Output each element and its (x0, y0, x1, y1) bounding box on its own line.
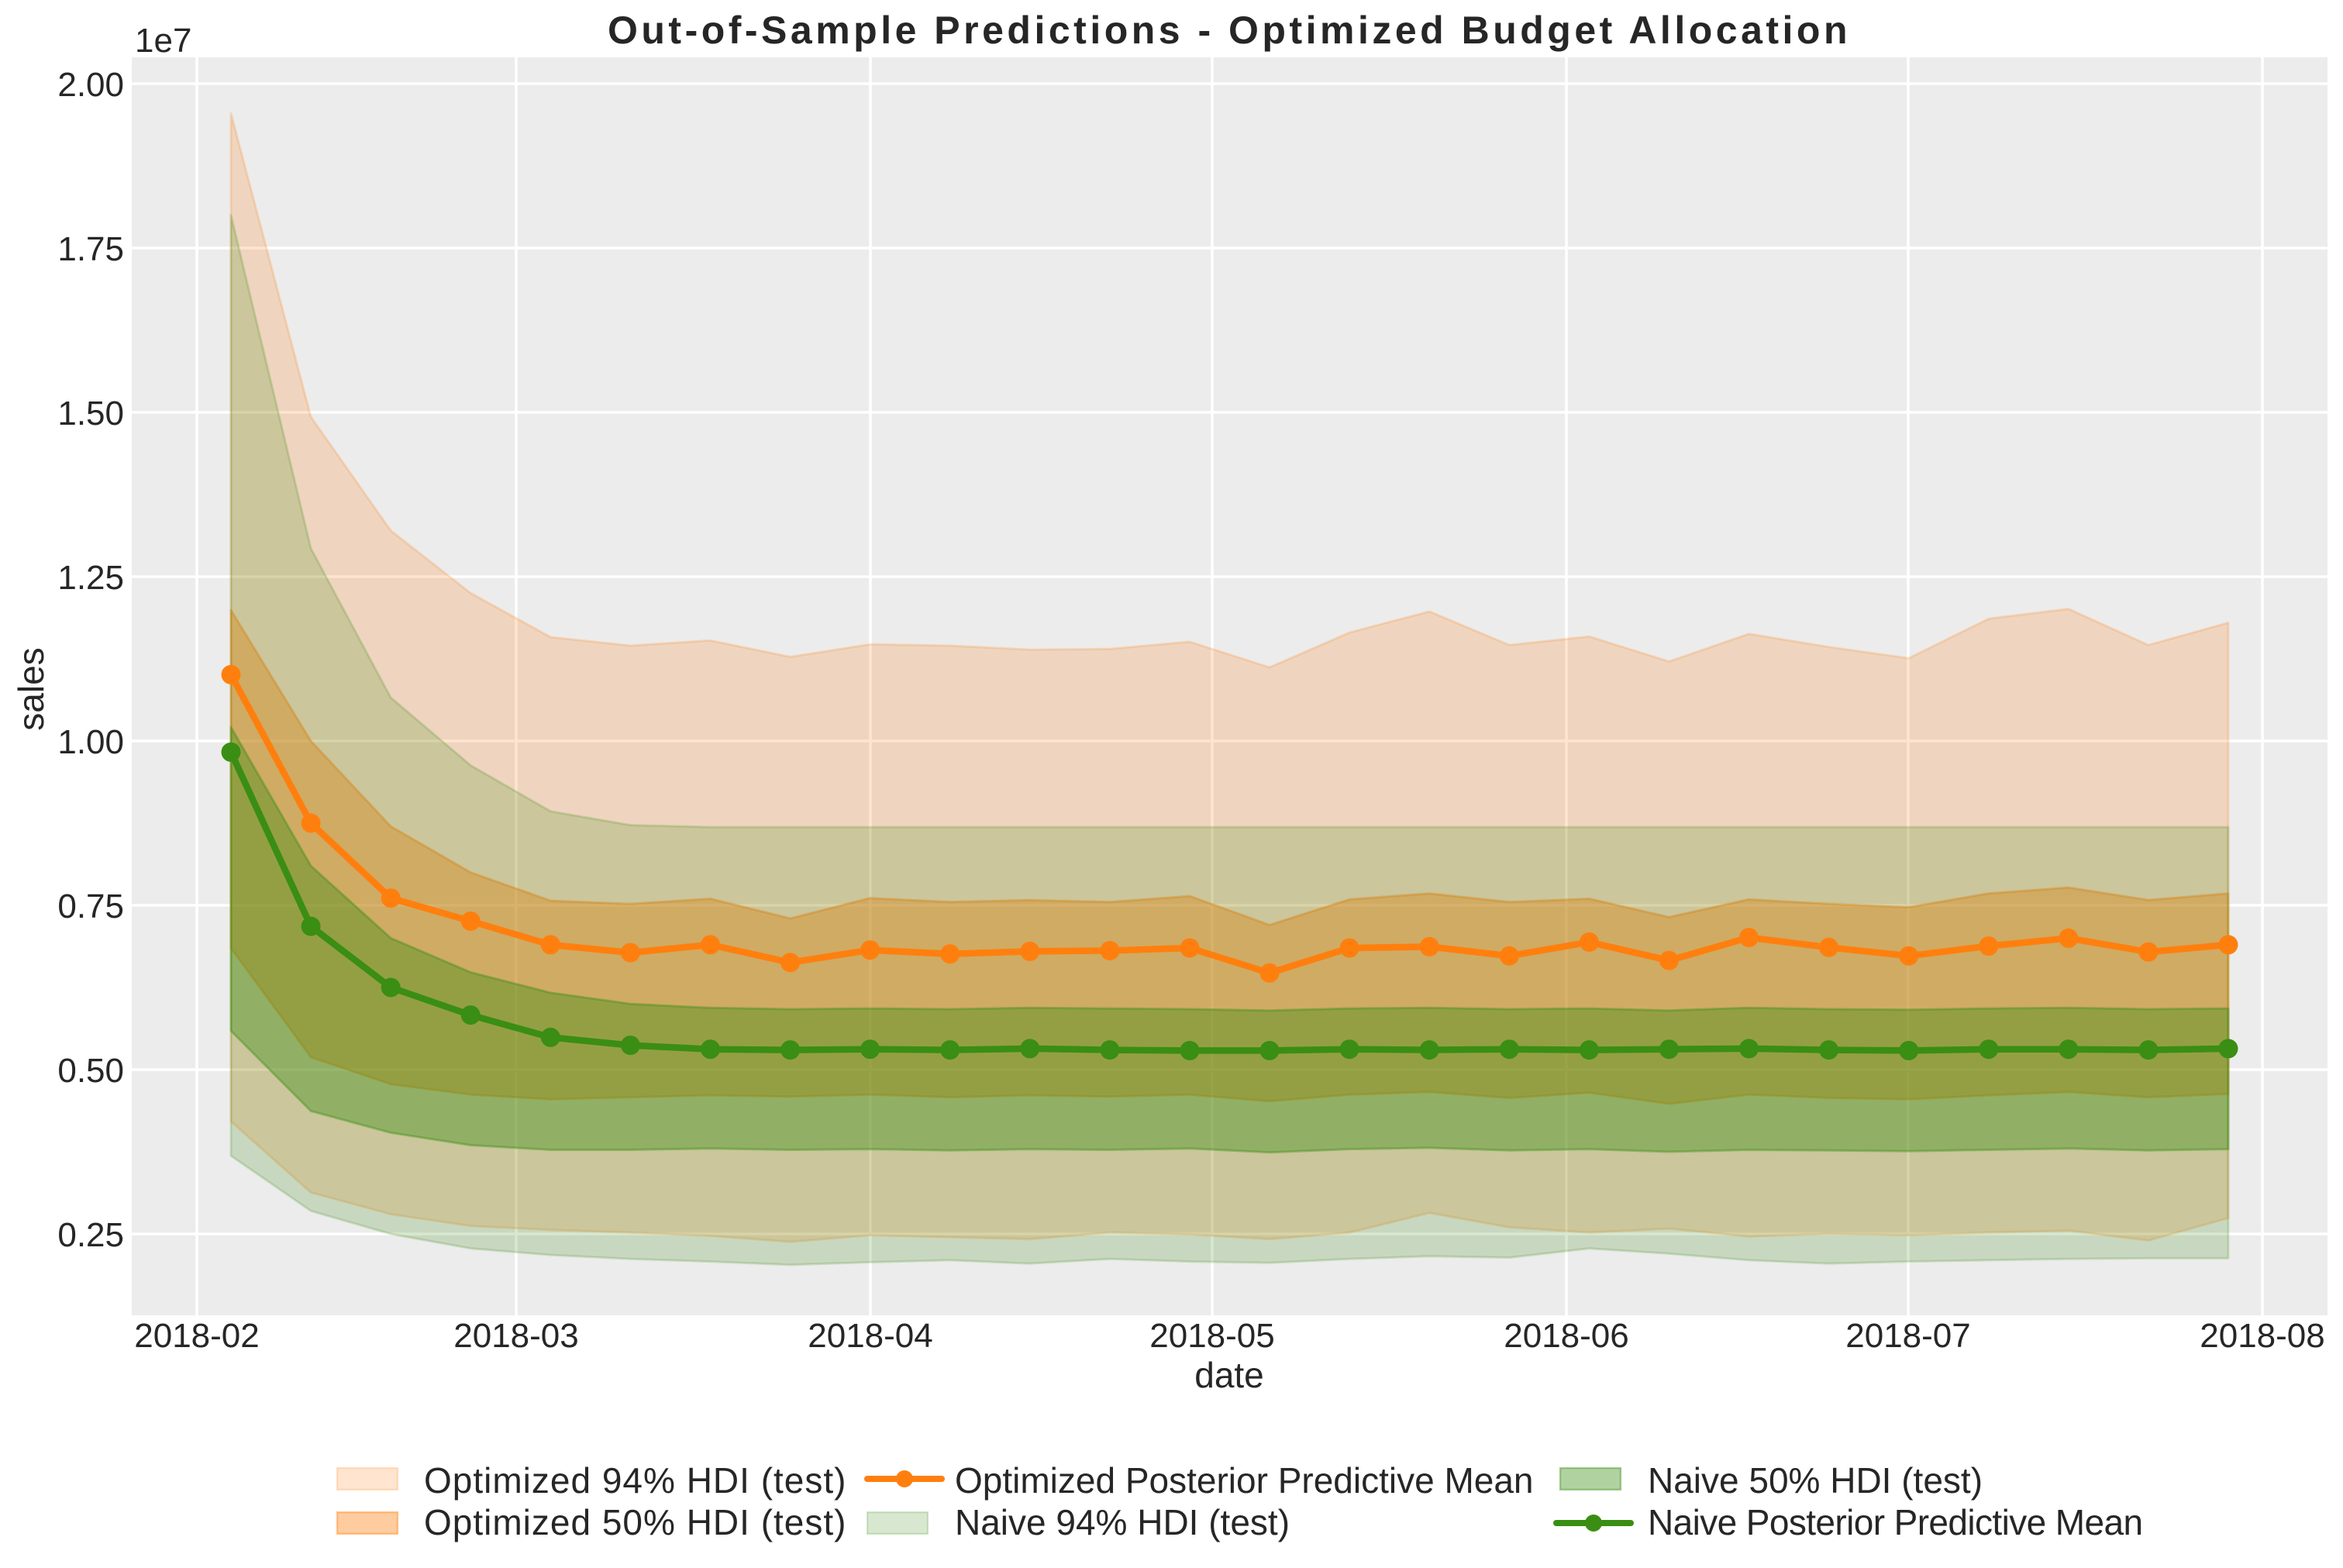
svg-text:0.50: 0.50 (57, 1052, 124, 1090)
svg-text:1.00: 1.00 (57, 723, 124, 761)
svg-text:1e7: 1e7 (135, 22, 191, 60)
svg-text:Naive Posterior Predictive Mea: Naive Posterior Predictive Mean (1648, 1502, 2142, 1542)
svg-text:Naive 50% HDI (test): Naive 50% HDI (test) (1648, 1460, 1983, 1501)
svg-text:sales: sales (11, 647, 51, 730)
svg-text:2018-06: 2018-06 (1504, 1317, 1628, 1355)
svg-text:2018-04: 2018-04 (808, 1317, 932, 1355)
svg-text:2.00: 2.00 (57, 66, 124, 104)
svg-text:2018-07: 2018-07 (1845, 1317, 1970, 1355)
svg-text:2018-08: 2018-08 (2200, 1317, 2324, 1355)
svg-text:2018-05: 2018-05 (1149, 1317, 1274, 1355)
svg-text:2018-02: 2018-02 (134, 1317, 259, 1355)
svg-text:Optimized Posterior Predictive: Optimized Posterior Predictive Mean (955, 1460, 1534, 1501)
svg-text:1.25: 1.25 (57, 559, 124, 597)
svg-text:Optimized 94% HDI (test): Optimized 94% HDI (test) (424, 1460, 846, 1501)
svg-text:Out-of-Sample Predictions - Op: Out-of-Sample Predictions - Optimized Bu… (608, 9, 1851, 52)
svg-text:Optimized 50% HDI (test): Optimized 50% HDI (test) (424, 1502, 846, 1542)
svg-text:date: date (1194, 1355, 1264, 1395)
svg-text:Naive 94% HDI (test): Naive 94% HDI (test) (955, 1502, 1290, 1542)
svg-text:2018-03: 2018-03 (453, 1317, 578, 1355)
svg-text:0.25: 0.25 (57, 1216, 124, 1254)
svg-text:0.75: 0.75 (57, 887, 124, 925)
svg-text:1.75: 1.75 (57, 230, 124, 268)
svg-text:1.50: 1.50 (57, 395, 124, 432)
